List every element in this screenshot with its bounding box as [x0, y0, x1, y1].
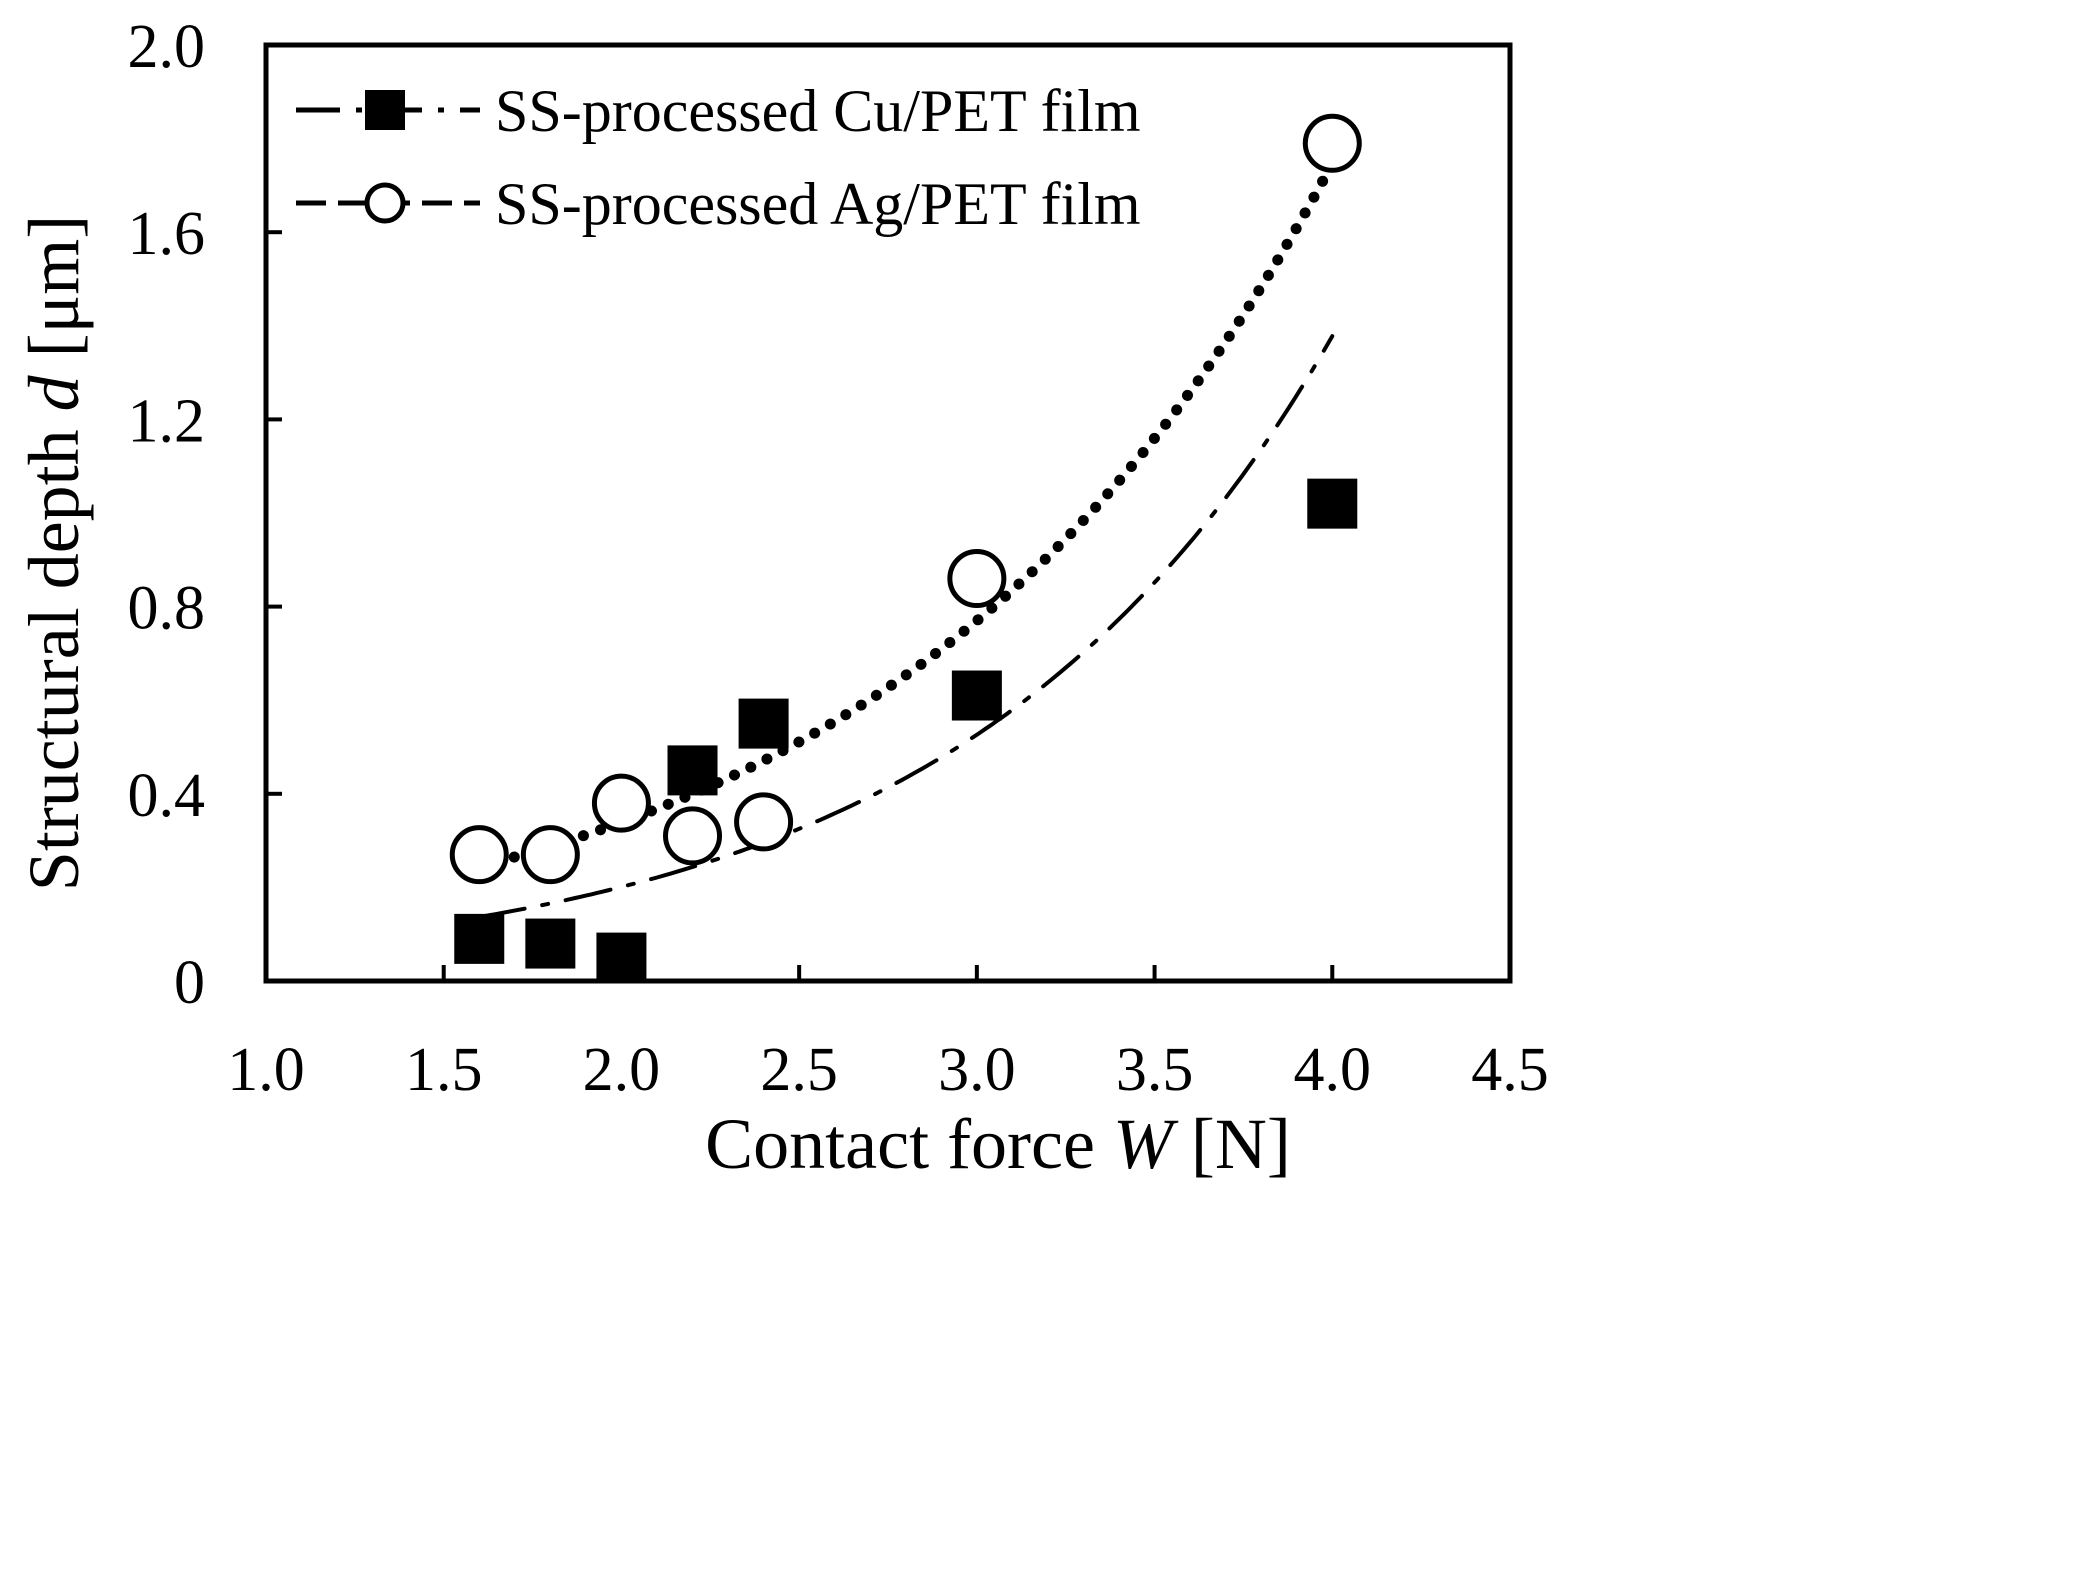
- y-tick-label: 0: [174, 949, 205, 1017]
- data-point-ag: [449, 825, 509, 885]
- data-point-ag: [1302, 113, 1362, 173]
- fit-curve-cu: [477, 334, 1335, 919]
- legend-label-cu: SS-processed Cu/PET film: [495, 78, 1141, 144]
- data-point-ag: [663, 806, 723, 866]
- x-tick-label: 3.0: [938, 1036, 1016, 1104]
- data-point-cu: [454, 913, 505, 964]
- data-point-cu: [525, 918, 576, 969]
- data-point-cu: [667, 745, 718, 796]
- y-tick-label: 0.4: [128, 762, 206, 830]
- x-axis-ticks: 1.0 1.5 2.0 2.5 3.0 3.5 4.0 4.5: [227, 965, 1549, 1104]
- data-point-ag: [947, 549, 1007, 609]
- y-tick-label: 0.8: [128, 575, 206, 643]
- plot-area-frame: [263, 42, 1513, 984]
- y-tick-label: 2.0: [128, 13, 206, 81]
- data-point-ag: [591, 773, 651, 833]
- data-point-ag: [520, 825, 580, 885]
- x-tick-label: 3.5: [1116, 1036, 1194, 1104]
- x-tick-label: 4.5: [1471, 1036, 1549, 1104]
- legend: SS-processed Cu/PET film SS-processed Ag…: [296, 78, 1141, 237]
- data-point-cu: [738, 698, 789, 749]
- legend-marker-ag: [364, 182, 406, 224]
- x-tick-label: 2.5: [760, 1036, 838, 1104]
- data-point-cu: [1307, 478, 1358, 529]
- data-point-cu: [951, 670, 1002, 721]
- y-axis-ticks: 0 0.4 0.8 1.2 1.6 2.0: [128, 13, 282, 1017]
- data-point-ag: [734, 792, 794, 852]
- y-axis-title: Structural depth d [μm]: [14, 215, 94, 891]
- y-tick-label: 1.6: [128, 200, 206, 268]
- x-tick-label: 1.0: [227, 1036, 305, 1104]
- x-axis-title: Contact force W [N]: [705, 1104, 1291, 1184]
- x-tick-label: 4.0: [1294, 1036, 1372, 1104]
- y-tick-label: 1.2: [128, 387, 206, 455]
- legend-marker-cu: [365, 90, 405, 130]
- x-tick-label: 1.5: [405, 1036, 483, 1104]
- data-markers: [449, 113, 1362, 983]
- x-tick-label: 2.0: [583, 1036, 661, 1104]
- legend-label-ag: SS-processed Ag/PET film: [495, 171, 1141, 237]
- fit-curve-ag: [473, 157, 1338, 873]
